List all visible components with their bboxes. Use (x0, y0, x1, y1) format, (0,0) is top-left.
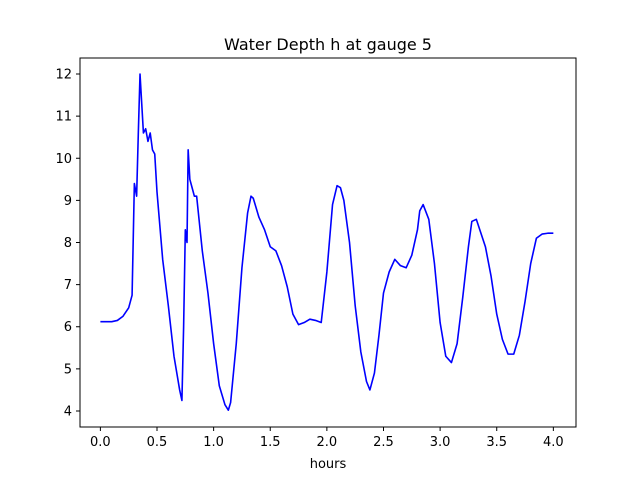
x-tick-label: 0.5 (147, 435, 168, 450)
y-tick-label: 11 (55, 110, 72, 125)
x-tick-label: 2.5 (373, 435, 394, 450)
y-tick-label: 5 (64, 362, 72, 377)
x-axis-ticks: 0.0 0.5 1.0 1.5 2.0 2.5 3.0 3.5 4.0 (90, 427, 564, 450)
x-tick-label: 3.5 (486, 435, 507, 450)
y-tick-label: 4 (64, 404, 72, 419)
y-tick-label: 9 (64, 194, 72, 209)
y-tick-label: 7 (64, 278, 72, 293)
y-tick-label: 8 (64, 236, 72, 251)
x-axis-label: hours (310, 457, 347, 472)
y-tick-label: 12 (55, 68, 72, 83)
x-tick-label: 1.0 (203, 435, 224, 450)
x-tick-label: 2.0 (317, 435, 338, 450)
y-tick-label: 6 (64, 320, 72, 335)
x-tick-label: 1.5 (260, 435, 281, 450)
x-tick-label: 3.0 (430, 435, 451, 450)
x-tick-label: 4.0 (543, 435, 564, 450)
chart-title: Water Depth h at gauge 5 (224, 35, 432, 54)
x-tick-label: 0.0 (90, 435, 111, 450)
y-axis-ticks: 4 5 6 7 8 9 10 11 12 (55, 68, 80, 419)
plot-area (79, 57, 577, 428)
y-tick-label: 10 (55, 152, 72, 167)
series-line-gauge-5 (100, 73, 554, 411)
plot-frame (79, 57, 577, 428)
